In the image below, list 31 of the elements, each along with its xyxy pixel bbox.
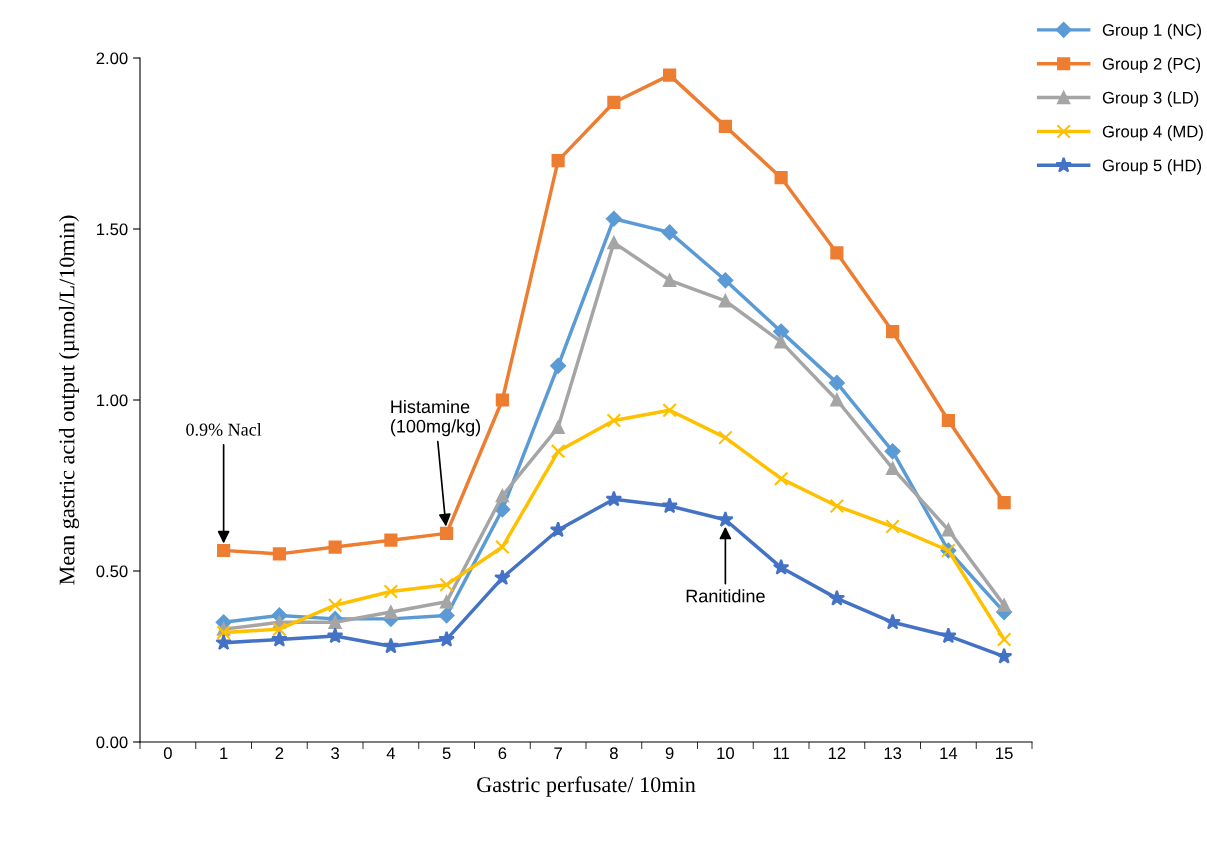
x-tick-label: 9 <box>665 747 674 760</box>
x-tick-label: 1 <box>220 747 228 759</box>
y-tick-label: 1.00 <box>97 394 128 407</box>
x-tick-label: 4 <box>386 747 396 759</box>
annotation: 0.9% Nacl <box>186 422 262 436</box>
x-tick-label: 15 <box>996 747 1013 760</box>
y-tick-label: 1.50 <box>97 223 128 236</box>
x-tick-label: 10 <box>717 747 734 760</box>
x-tick-label: 6 <box>498 747 507 760</box>
y-tick-label: 0.50 <box>96 565 128 578</box>
x-axis-title: Gastric perfusate/ 10min <box>477 776 696 797</box>
x-tick-label: 13 <box>884 747 902 760</box>
x-tick-label: 7 <box>554 747 562 759</box>
x-tick-label: 0 <box>163 747 172 760</box>
x-tick-label: 12 <box>828 747 846 759</box>
x-tick-label: 14 <box>940 747 958 759</box>
legend-label: Group 5 (HD) <box>1102 159 1201 175</box>
x-tick-label: 3 <box>331 747 340 760</box>
x-tick-label: 11 <box>773 747 789 759</box>
legend-label: Group 2 (PC) <box>1102 57 1201 74</box>
x-tick-label: 5 <box>442 747 451 760</box>
y-axis-title: Mean gastric acid output (µmol/L/10min) <box>58 215 80 585</box>
annotation: Ranitidine <box>686 589 765 603</box>
legend-label: Group 4 (MD) <box>1102 125 1203 141</box>
legend-label: Group 3 (LD) <box>1102 91 1199 107</box>
x-tick-label: 2 <box>275 747 284 759</box>
y-tick-label: 2.00 <box>96 52 128 65</box>
legend-label: Group 1 (NC) <box>1102 23 1201 40</box>
y-tick-label: 0.00 <box>96 736 128 749</box>
x-tick-label: 8 <box>609 747 618 760</box>
annotation: Histamine (100mg/kg) <box>390 399 481 437</box>
